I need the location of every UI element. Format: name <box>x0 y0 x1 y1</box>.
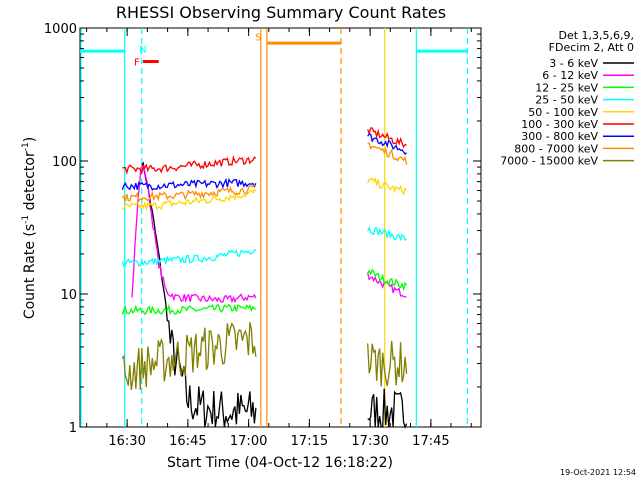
series-line <box>367 268 408 292</box>
legend-entry-label: 12 - 25 keV <box>535 81 598 94</box>
footer-timestamp: 19-Oct-2021 12:54 <box>560 468 636 477</box>
x-tick-label: 17:45 <box>412 434 449 449</box>
series-line <box>121 322 257 390</box>
legend-entry-label: 300 - 800 keV <box>521 130 598 143</box>
y-axis-label-sup: -1 <box>21 142 31 151</box>
x-tick-label: 16:45 <box>169 434 206 449</box>
y-axis-label-part: detector <box>22 151 38 215</box>
series-line <box>367 133 408 155</box>
y-axis-label: Count Rate (s-1 detector-1) <box>21 137 38 319</box>
x-tick-label: 17:00 <box>230 434 267 449</box>
x-axis: 16:30 16:45 17:00 17:15 17:30 17:45 <box>86 28 472 449</box>
legend-entry-label: 100 - 300 keV <box>521 118 598 131</box>
legend-entry-label: 800 - 7000 keV <box>514 142 598 155</box>
legend-header-line: Det 1,3,5,6,9, <box>558 29 634 42</box>
series-line <box>367 177 408 196</box>
x-tick-label: 17:15 <box>291 434 328 449</box>
x-tick-label: 16:30 <box>108 434 145 449</box>
series-line <box>367 142 408 165</box>
legend-entry-label: 7000 - 15000 keV <box>500 155 598 168</box>
instrument-state-labels: NF S <box>134 33 262 69</box>
y-tick-label: 100 <box>52 155 77 170</box>
series-line <box>367 127 407 149</box>
series-line <box>367 226 407 242</box>
series-line <box>122 184 257 202</box>
y-tick-label: 1000 <box>44 22 77 37</box>
series-line <box>367 272 407 298</box>
instrument-state-bars <box>80 41 468 63</box>
series-line <box>367 388 408 429</box>
state-label: F <box>134 57 140 68</box>
x-tick-label: 17:30 <box>351 434 388 449</box>
legend-entry-label: 6 - 12 keV <box>542 69 598 82</box>
legend-header-line: FDecim 2, Att 0 <box>549 41 634 54</box>
plot-frame <box>79 27 482 428</box>
series-line <box>131 164 257 304</box>
y-tick-label: 10 <box>60 288 77 303</box>
legend-entry-label: 25 - 50 keV <box>535 94 598 107</box>
y-axis-label-sup: -1 <box>21 215 31 224</box>
series-line <box>121 177 257 191</box>
legend-entry-label: 50 - 100 keV <box>528 106 598 119</box>
series-line <box>367 340 408 387</box>
y-axis: 1 10 100 1000 <box>44 22 481 436</box>
state-label: N <box>139 45 146 56</box>
state-label: S <box>255 33 261 44</box>
data-series <box>121 127 408 429</box>
series-line <box>122 155 257 176</box>
x-axis-label: Start Time (04-Oct-12 16:18:22) <box>167 455 393 471</box>
chart-title: RHESSI Observing Summary Count Rates <box>116 3 446 22</box>
series-line <box>121 303 257 316</box>
y-axis-label-part: Count Rate (s <box>22 224 38 319</box>
legend: Det 1,3,5,6,9, FDecim 2, Att 0 3 - 6 keV… <box>500 29 634 168</box>
series-line <box>122 188 257 212</box>
legend-entry-label: 3 - 6 keV <box>549 57 598 70</box>
y-axis-label-part: ) <box>22 137 38 142</box>
series-line <box>121 249 257 268</box>
y-tick-label: 1 <box>69 421 77 436</box>
